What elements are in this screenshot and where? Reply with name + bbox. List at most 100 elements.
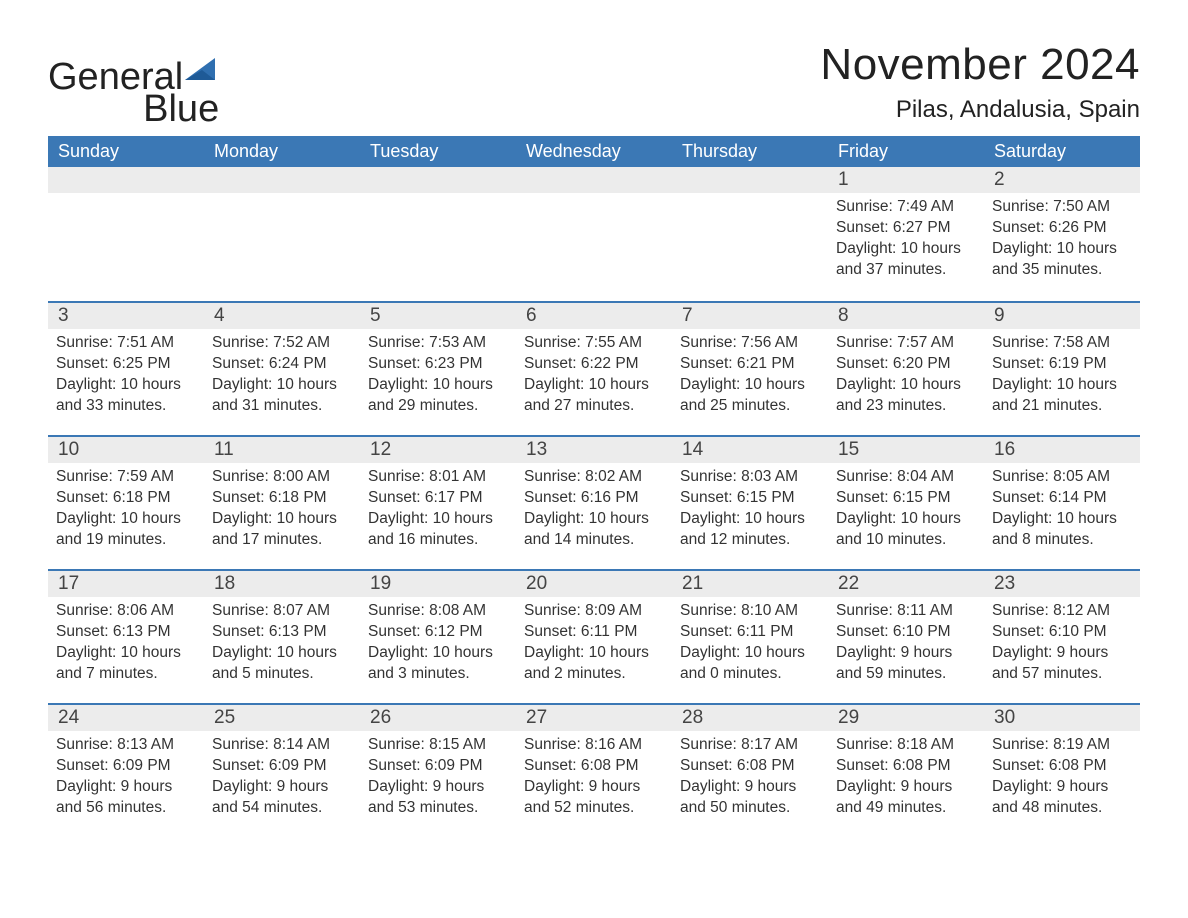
- day-cell: [360, 167, 516, 295]
- day-cell: 9 Sunrise: 7:58 AMSunset: 6:19 PMDaylight…: [984, 303, 1140, 429]
- day-number: 7: [672, 303, 828, 329]
- info-line: Sunset: 6:11 PM: [680, 622, 820, 643]
- info-line: Sunrise: 8:04 AM: [836, 467, 976, 488]
- info-line: and 31 minutes.: [212, 396, 352, 417]
- info-line: Sunrise: 7:49 AM: [836, 197, 976, 218]
- info-line: Daylight: 9 hours: [836, 777, 976, 798]
- day-cell: 23Sunrise: 8:12 AMSunset: 6:10 PMDayligh…: [984, 571, 1140, 697]
- info-line: and 10 minutes.: [836, 530, 976, 551]
- day-number: [360, 167, 516, 193]
- info-line: Sunset: 6:22 PM: [524, 354, 664, 375]
- info-line: Daylight: 10 hours: [992, 239, 1132, 260]
- day-number: 16: [984, 437, 1140, 463]
- info-line: Sunset: 6:13 PM: [56, 622, 196, 643]
- info-line: and 7 minutes.: [56, 664, 196, 685]
- info-line: and 0 minutes.: [680, 664, 820, 685]
- day-number: [204, 167, 360, 193]
- info-line: Daylight: 9 hours: [836, 643, 976, 664]
- info-line: Sunset: 6:21 PM: [680, 354, 820, 375]
- day-cell: 7Sunrise: 7:56 AMSunset: 6:21 PMDaylight…: [672, 303, 828, 429]
- info-line: Daylight: 9 hours: [524, 777, 664, 798]
- info-line: Sunrise: 8:19 AM: [992, 735, 1132, 756]
- day-number: 14: [672, 437, 828, 463]
- info-line: Sunrise: 8:07 AM: [212, 601, 352, 622]
- info-line: Sunrise: 7:56 AM: [680, 333, 820, 354]
- info-line: Sunset: 6:18 PM: [56, 488, 196, 509]
- info-line: Sunset: 6:26 PM: [992, 218, 1132, 239]
- info-line: and 49 minutes.: [836, 798, 976, 819]
- info-line: and 56 minutes.: [56, 798, 196, 819]
- info-line: Daylight: 10 hours: [368, 509, 508, 530]
- day-number: 13: [516, 437, 672, 463]
- day-info: Sunrise: 8:06 AMSunset: 6:13 PMDaylight:…: [56, 601, 196, 685]
- day-cell: 28Sunrise: 8:17 AMSunset: 6:08 PMDayligh…: [672, 705, 828, 831]
- day-number: [672, 167, 828, 193]
- info-line: Sunrise: 7:51 AM: [56, 333, 196, 354]
- day-cell: 3Sunrise: 7:51 AMSunset: 6:25 PMDaylight…: [48, 303, 204, 429]
- day-info: Sunrise: 7:53 AMSunset: 6:23 PMDaylight:…: [368, 333, 508, 417]
- info-line: Daylight: 9 hours: [992, 777, 1132, 798]
- day-cell: 15Sunrise: 8:04 AMSunset: 6:15 PMDayligh…: [828, 437, 984, 563]
- info-line: and 53 minutes.: [368, 798, 508, 819]
- info-line: Daylight: 10 hours: [212, 509, 352, 530]
- info-line: Daylight: 9 hours: [212, 777, 352, 798]
- info-line: and 33 minutes.: [56, 396, 196, 417]
- day-number: 19: [360, 571, 516, 597]
- info-line: and 14 minutes.: [524, 530, 664, 551]
- info-line: Sunrise: 8:03 AM: [680, 467, 820, 488]
- dow-cell: Thursday: [672, 136, 828, 167]
- day-info: Sunrise: 8:05 AMSunset: 6:14 PMDaylight:…: [992, 467, 1132, 551]
- info-line: Sunrise: 7:58 AM: [992, 333, 1132, 354]
- info-line: and 8 minutes.: [992, 530, 1132, 551]
- day-number: 27: [516, 705, 672, 731]
- day-number: 3: [48, 303, 204, 329]
- day-cell: 20Sunrise: 8:09 AMSunset: 6:11 PMDayligh…: [516, 571, 672, 697]
- info-line: Sunset: 6:09 PM: [368, 756, 508, 777]
- day-number: 6: [516, 303, 672, 329]
- info-line: Sunrise: 7:50 AM: [992, 197, 1132, 218]
- day-number: 28: [672, 705, 828, 731]
- info-line: Sunrise: 8:16 AM: [524, 735, 664, 756]
- day-info: Sunrise: 8:02 AMSunset: 6:16 PMDaylight:…: [524, 467, 664, 551]
- week-row: 24Sunrise: 8:13 AMSunset: 6:09 PMDayligh…: [48, 703, 1140, 831]
- week-row: 1Sunrise: 7:49 AMSunset: 6:27 PMDaylight…: [48, 167, 1140, 295]
- day-number: [48, 167, 204, 193]
- info-line: and 17 minutes.: [212, 530, 352, 551]
- info-line: Daylight: 9 hours: [56, 777, 196, 798]
- day-info: Sunrise: 8:01 AMSunset: 6:17 PMDaylight:…: [368, 467, 508, 551]
- info-line: Sunrise: 8:14 AM: [212, 735, 352, 756]
- info-line: Daylight: 10 hours: [212, 375, 352, 396]
- day-number: 30: [984, 705, 1140, 731]
- day-cell: 18Sunrise: 8:07 AMSunset: 6:13 PMDayligh…: [204, 571, 360, 697]
- day-number: 9: [984, 303, 1140, 329]
- dow-cell: Friday: [828, 136, 984, 167]
- info-line: Sunset: 6:16 PM: [524, 488, 664, 509]
- info-line: and 19 minutes.: [56, 530, 196, 551]
- day-number: [516, 167, 672, 193]
- location-subtitle: Pilas, Andalusia, Spain: [820, 96, 1140, 124]
- day-cell: 29Sunrise: 8:18 AMSunset: 6:08 PMDayligh…: [828, 705, 984, 831]
- calendar: SundayMondayTuesdayWednesdayThursdayFrid…: [48, 136, 1140, 831]
- info-line: Sunset: 6:15 PM: [680, 488, 820, 509]
- info-line: Sunrise: 8:11 AM: [836, 601, 976, 622]
- info-line: Sunset: 6:19 PM: [992, 354, 1132, 375]
- info-line: Sunset: 6:09 PM: [56, 756, 196, 777]
- info-line: and 23 minutes.: [836, 396, 976, 417]
- info-line: Sunrise: 8:12 AM: [992, 601, 1132, 622]
- day-number: 21: [672, 571, 828, 597]
- day-number: 20: [516, 571, 672, 597]
- day-info: Sunrise: 7:52 AMSunset: 6:24 PMDaylight:…: [212, 333, 352, 417]
- info-line: Sunset: 6:27 PM: [836, 218, 976, 239]
- day-number: 26: [360, 705, 516, 731]
- info-line: Sunset: 6:10 PM: [992, 622, 1132, 643]
- info-line: Sunrise: 8:02 AM: [524, 467, 664, 488]
- day-info: Sunrise: 7:50 AMSunset: 6:26 PMDaylight:…: [992, 197, 1132, 281]
- day-info: Sunrise: 7:49 AMSunset: 6:27 PMDaylight:…: [836, 197, 976, 281]
- day-info: Sunrise: 8:13 AMSunset: 6:09 PMDaylight:…: [56, 735, 196, 819]
- info-line: Sunset: 6:15 PM: [836, 488, 976, 509]
- day-cell: 25Sunrise: 8:14 AMSunset: 6:09 PMDayligh…: [204, 705, 360, 831]
- day-info: Sunrise: 8:03 AMSunset: 6:15 PMDaylight:…: [680, 467, 820, 551]
- info-line: Daylight: 10 hours: [992, 375, 1132, 396]
- info-line: Sunset: 6:23 PM: [368, 354, 508, 375]
- dow-cell: Sunday: [48, 136, 204, 167]
